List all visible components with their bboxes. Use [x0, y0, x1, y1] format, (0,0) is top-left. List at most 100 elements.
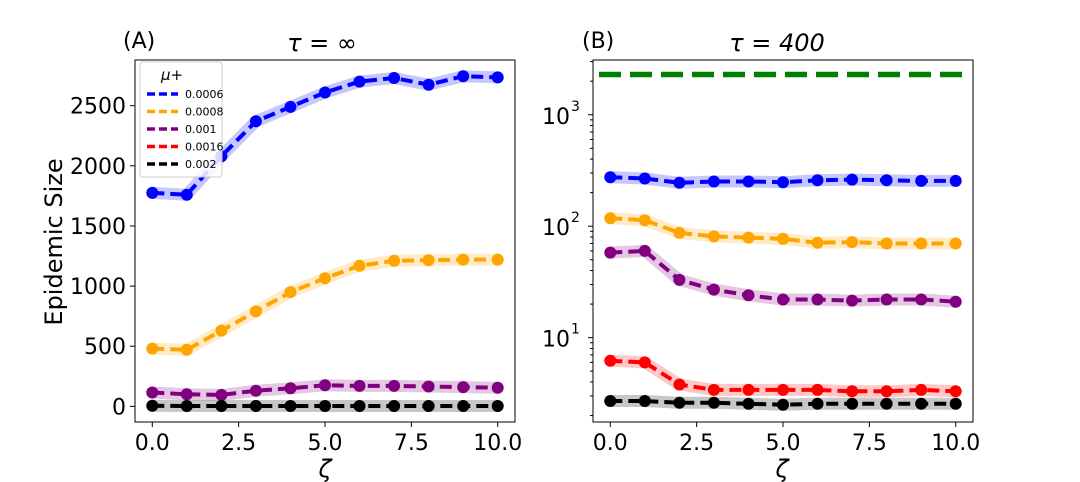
data-point-1-8	[880, 237, 893, 250]
data-point-3-6	[353, 400, 366, 412]
data-point-1-9	[457, 253, 470, 266]
data-point-0-3	[249, 115, 262, 128]
data-point-2-9	[457, 381, 470, 394]
data-point-3-2	[673, 378, 686, 391]
data-point-1-3	[249, 305, 262, 318]
y-tick-exponent: 2	[571, 210, 580, 226]
x-tick-label: 7.5	[852, 431, 887, 456]
data-point-0-4	[742, 175, 755, 188]
data-point-2-6	[811, 293, 824, 306]
data-point-3-6	[811, 383, 824, 396]
data-point-4-7	[846, 397, 859, 410]
data-point-0-2	[673, 176, 686, 189]
data-point-4-10	[949, 397, 962, 410]
data-point-1-3	[707, 230, 720, 243]
data-point-2-5	[319, 379, 331, 392]
series-line-0	[152, 74, 498, 197]
panel-a-title: τ = ∞	[287, 29, 357, 57]
data-point-3-5	[319, 400, 331, 412]
data-point-3-8	[422, 400, 435, 412]
data-point-0-4	[284, 100, 297, 113]
data-point-2-1	[638, 244, 651, 257]
data-point-3-3	[707, 383, 720, 396]
legend-title: μ+	[160, 66, 183, 84]
data-point-2-2	[215, 388, 228, 401]
data-point-1-5	[777, 232, 789, 245]
data-point-3-4	[284, 400, 297, 412]
data-point-0-5	[777, 176, 789, 189]
data-point-3-0	[146, 399, 159, 412]
x-tick-label: 5.0	[766, 431, 801, 456]
data-point-3-2	[215, 400, 228, 412]
y-tick-label: 500	[84, 335, 126, 360]
series-line-1	[610, 216, 956, 246]
data-point-3-5	[777, 383, 789, 396]
y-tick-label: 1500	[70, 215, 126, 240]
data-point-1-10	[949, 237, 962, 250]
data-point-2-4	[284, 382, 297, 395]
y-tick-exponent: 3	[571, 99, 580, 115]
data-point-4-4	[742, 397, 755, 410]
data-point-1-7	[846, 236, 859, 249]
data-point-2-2	[673, 273, 686, 286]
data-point-2-9	[915, 293, 928, 306]
data-point-2-4	[742, 289, 755, 302]
data-point-2-8	[880, 293, 893, 306]
data-point-0-7	[846, 173, 859, 186]
data-point-1-6	[811, 236, 824, 249]
legend-label-4: 0.002	[185, 158, 217, 171]
y-tick-exponent: 1	[571, 322, 580, 338]
data-point-0-1	[638, 172, 651, 185]
data-point-0-3	[707, 175, 720, 188]
data-point-0-5	[319, 86, 331, 99]
data-point-2-0	[604, 246, 617, 259]
data-point-2-7	[846, 294, 859, 307]
data-point-3-4	[742, 383, 755, 396]
data-point-4-6	[811, 397, 824, 410]
data-point-2-10	[491, 381, 504, 394]
data-point-2-10	[949, 295, 962, 308]
data-point-2-6	[353, 379, 366, 392]
y-tick-label: 10	[542, 216, 570, 241]
x-tick-label: 5.0	[308, 431, 343, 456]
x-tick-label: 2.5	[679, 431, 714, 456]
data-point-0-9	[915, 174, 928, 187]
data-point-4-1	[638, 395, 651, 407]
data-point-2-8	[422, 380, 435, 393]
data-point-1-10	[491, 253, 504, 266]
data-point-1-1	[638, 214, 651, 227]
data-point-0-8	[880, 174, 893, 187]
data-point-1-6	[353, 259, 366, 272]
data-point-0-0	[604, 171, 617, 184]
y-tick-label: 10	[542, 105, 570, 130]
data-point-0-7	[388, 72, 401, 84]
data-point-4-5	[777, 398, 789, 411]
panel-a-label: (A)	[123, 29, 155, 54]
x-tick-label: 2.5	[221, 431, 256, 456]
data-point-2-5	[777, 293, 789, 306]
data-point-0-10	[491, 71, 504, 84]
y-tick-label: 10	[542, 328, 570, 353]
x-tick-label: 10.0	[931, 431, 980, 456]
data-point-0-10	[949, 174, 962, 187]
panel-b-title: τ = 400	[729, 29, 825, 57]
data-point-3-10	[949, 385, 962, 398]
data-point-3-7	[388, 400, 401, 412]
y-tick-label: 0	[112, 395, 126, 420]
data-point-3-10	[491, 400, 504, 412]
data-point-0-9	[457, 70, 470, 83]
data-point-1-5	[319, 272, 331, 285]
data-point-3-8	[880, 385, 893, 398]
data-point-2-3	[707, 283, 720, 296]
x-tick-label: 0.0	[593, 431, 628, 456]
data-point-3-3	[249, 400, 262, 412]
data-point-2-0	[146, 386, 159, 399]
data-point-3-1	[180, 400, 193, 412]
data-point-2-7	[388, 379, 401, 392]
data-point-2-1	[180, 388, 193, 401]
data-point-0-6	[811, 174, 824, 187]
data-point-3-9	[915, 383, 928, 396]
data-point-0-0	[146, 186, 159, 199]
